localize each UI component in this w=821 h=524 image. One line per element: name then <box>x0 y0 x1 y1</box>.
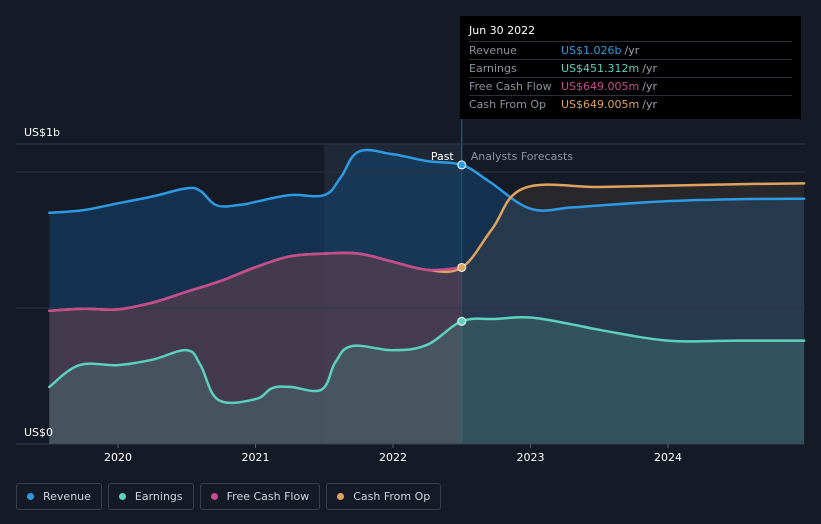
forecast-region-label: Analysts Forecasts <box>471 150 574 163</box>
tooltip-row-cash-from-op: Cash From Op US$649.005m /yr <box>469 95 792 113</box>
x-tick-label: 2023 <box>517 451 545 464</box>
chart-markers <box>457 160 467 326</box>
area-free-cash-flow <box>49 252 462 444</box>
tooltip-value: US$649.005m <box>561 80 640 93</box>
area-earnings <box>49 317 805 444</box>
marker-revenue <box>457 160 467 170</box>
legend-item-free-cash-flow[interactable]: Free Cash Flow <box>199 483 321 510</box>
legend-label: Cash From Op <box>353 490 431 503</box>
tooltip-value: US$1.026b <box>561 44 622 57</box>
x-tick-label: 2021 <box>242 451 270 464</box>
tooltip-unit: /yr <box>642 80 657 93</box>
chart-areas <box>49 149 805 445</box>
tooltip-row-free-cash-flow: Free Cash Flow US$649.005m /yr <box>469 77 792 95</box>
line-revenue <box>48 148 806 215</box>
past-region-label: Past <box>431 150 455 163</box>
legend-item-revenue[interactable]: Revenue <box>16 483 102 510</box>
tooltip-unit: /yr <box>642 98 657 111</box>
tooltip-unit: /yr <box>624 44 640 57</box>
legend-dot-icon <box>27 493 34 500</box>
legend-dot-icon <box>118 493 126 500</box>
marker-earnings <box>457 316 467 326</box>
marker-cash-from-op <box>457 262 467 272</box>
x-tick-label: 2024 <box>654 451 682 464</box>
legend-label: Free Cash Flow <box>226 490 310 503</box>
tooltip-label: Revenue <box>469 44 517 57</box>
y-axis-top-label: US$1b <box>24 126 61 139</box>
x-tick-label: 2020 <box>104 451 132 464</box>
x-axis-ticks: 2020 2021 2022 2023 2024 <box>104 444 682 464</box>
legend-label: Revenue <box>43 490 91 503</box>
legend-dot-icon <box>337 493 345 500</box>
area-revenue <box>49 149 805 445</box>
y-axis-bottom-label: US$0 <box>24 426 54 439</box>
tooltip-unit: /yr <box>642 62 657 75</box>
legend-item-cash-from-op[interactable]: Cash From Op <box>326 483 442 510</box>
tooltip-row-earnings: Earnings US$451.312m /yr <box>469 59 792 77</box>
tooltip-label: Cash From Op <box>469 98 547 111</box>
tooltip-label: Free Cash Flow <box>469 80 552 93</box>
tooltip-row-revenue: Revenue US$1.026b /yr <box>469 41 792 59</box>
legend-dot-icon <box>210 493 218 500</box>
line-earnings <box>48 315 806 405</box>
tooltip-label: Earnings <box>469 62 517 75</box>
chart-lines <box>48 148 806 405</box>
area-cash-from-op <box>49 183 805 444</box>
chart-legend: Revenue Earnings Free Cash Flow Cash Fro… <box>16 483 442 510</box>
x-tick-label: 2022 <box>379 451 407 464</box>
tooltip-value: US$649.005m <box>561 98 640 111</box>
legend-item-earnings[interactable]: Earnings <box>107 483 194 510</box>
data-tooltip: Jun 30 2022 Revenue US$1.026b /yr Earnin… <box>460 16 801 119</box>
chart-gridlines <box>16 143 805 445</box>
tooltip-value: US$451.312m <box>561 62 640 75</box>
line-free-cash-flow <box>48 251 464 312</box>
legend-label: Earnings <box>134 490 183 503</box>
tooltip-date: Jun 30 2022 <box>469 24 536 37</box>
